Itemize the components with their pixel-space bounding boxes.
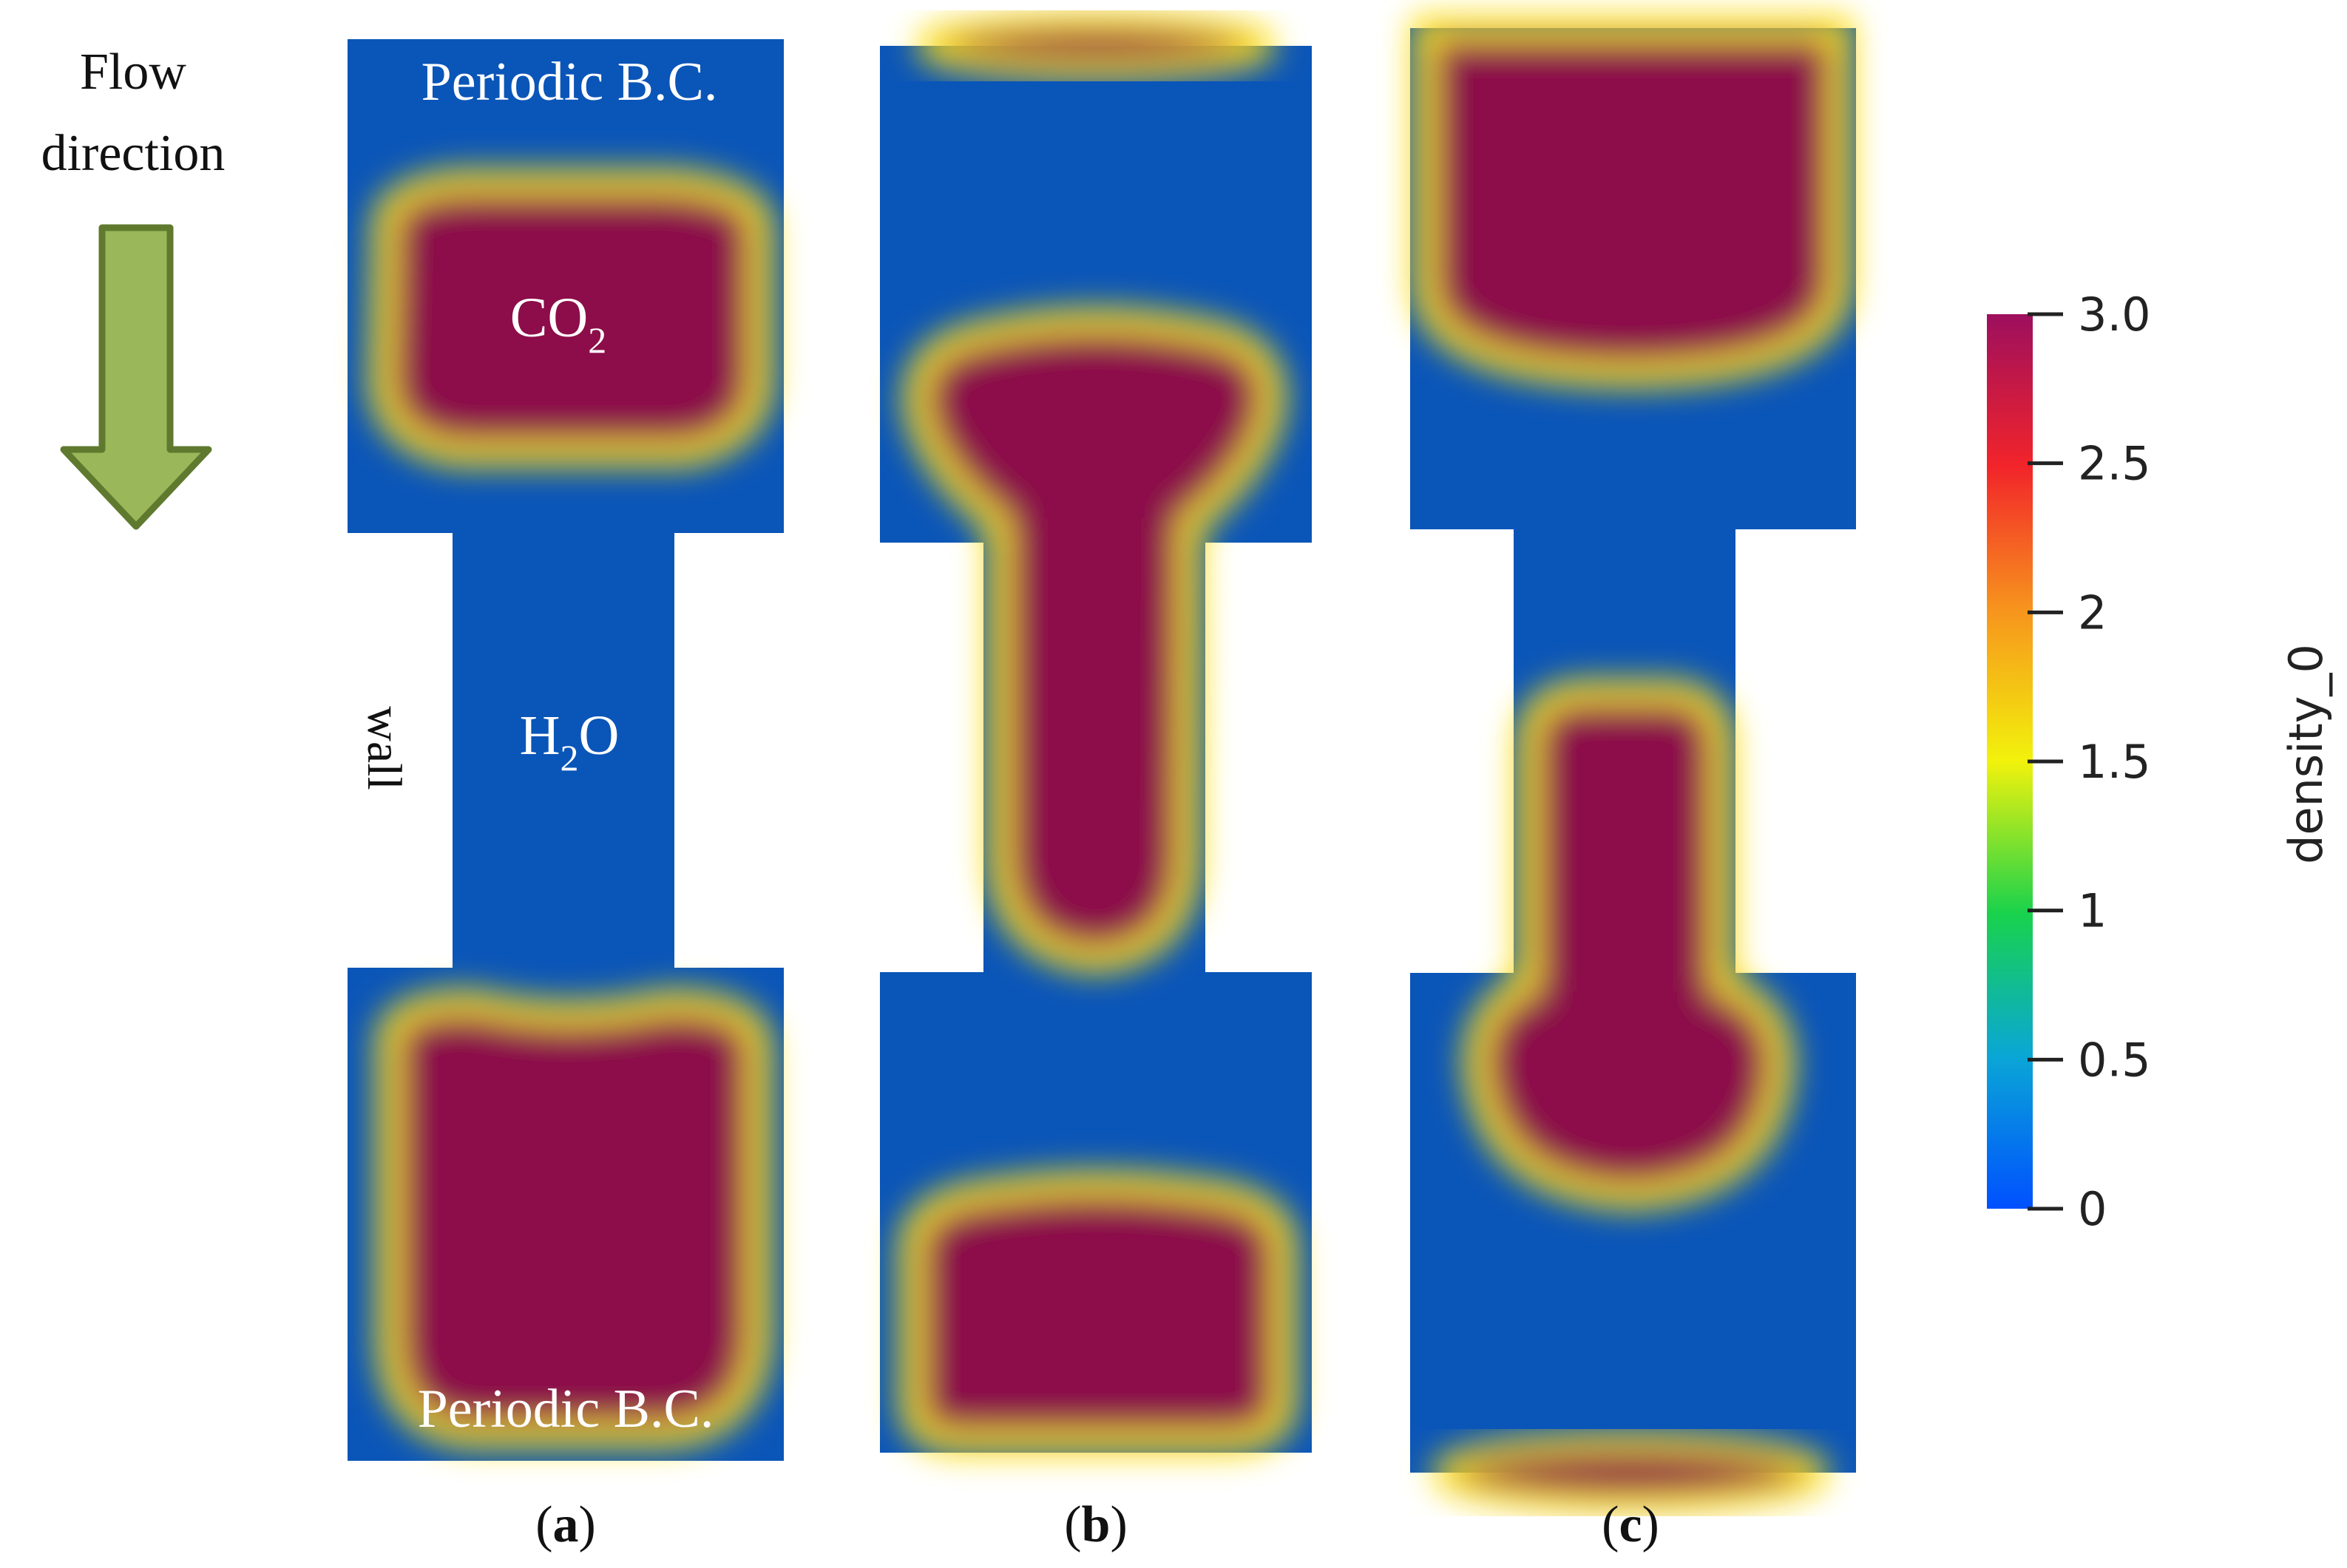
colorbar-tick-label: 1 bbox=[2078, 884, 2107, 938]
h2o-label: H2O bbox=[520, 705, 620, 778]
colorbar-tick-label: 2.5 bbox=[2078, 437, 2151, 491]
flow-label-line2: direction bbox=[41, 125, 226, 182]
periodic-bc-bottom-label: Periodic B.C. bbox=[418, 1379, 714, 1439]
colorbar-tick-label: 1.5 bbox=[2078, 735, 2151, 789]
panel-c bbox=[1410, 17, 1856, 1513]
co2-droplets-b bbox=[900, 12, 1296, 1454]
co2-droplets-c bbox=[1412, 17, 1852, 1513]
periodic-bc-top-label: Periodic B.C. bbox=[421, 52, 718, 112]
colorbar-gradient bbox=[1987, 314, 2033, 1209]
colorbar-tick-label: 0.5 bbox=[2078, 1033, 2151, 1087]
colorbar-tick-label: 0 bbox=[2078, 1182, 2107, 1236]
co2-droplets-a bbox=[369, 170, 773, 1447]
flow-label-line1: Flow bbox=[80, 44, 186, 101]
panel-label-b: (b) bbox=[1064, 1496, 1128, 1553]
flow-direction-indicator: Flow direction bbox=[41, 44, 226, 530]
colorbar-ticks: 3.0 2.5 2 1.5 1 0.5 0 bbox=[2028, 288, 2151, 1236]
wall-label: wall bbox=[357, 706, 411, 790]
panel-b bbox=[880, 12, 1312, 1454]
colorbar-title: density_0 bbox=[2279, 644, 2333, 864]
colorbar-tick-label: 2 bbox=[2078, 586, 2107, 639]
co2-label: CO2 bbox=[510, 287, 607, 361]
colorbar: 3.0 2.5 2 1.5 1 0.5 0 density_0 bbox=[1987, 288, 2333, 1236]
flow-arrow-icon bbox=[60, 224, 212, 530]
colorbar-tick-label: 3.0 bbox=[2078, 288, 2151, 342]
panel-label-a: (a) bbox=[535, 1496, 596, 1553]
panel-label-c: (c) bbox=[1602, 1496, 1659, 1553]
panel-a: Periodic B.C. Periodic B.C. CO2 H2O wall bbox=[348, 39, 784, 1461]
